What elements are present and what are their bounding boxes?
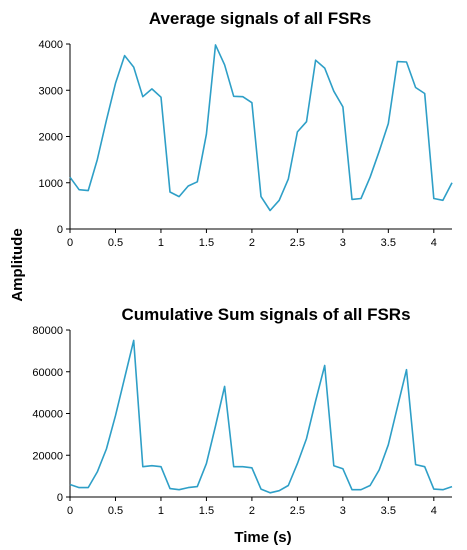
y-tick-label: 3000 <box>39 85 63 97</box>
y-tick-label: 4000 <box>39 39 63 51</box>
x-axis-label: Time (s) <box>234 529 291 546</box>
axes <box>69 330 452 498</box>
y-tick-label: 20000 <box>32 450 63 462</box>
x-tick-label: 3 <box>340 237 346 249</box>
ticks: 0 20000 40000 60000 80000 0 0.5 1 1.5 2 2.5 3 3.5 4 <box>32 325 436 517</box>
x-tick-label: 3 <box>340 505 346 517</box>
x-tick-label: 2 <box>249 237 255 249</box>
chart-cumulative-sum: Cumulative Sum signals of all FSRs 0 2000… <box>32 305 453 546</box>
x-tick-label: 2.5 <box>290 237 305 249</box>
x-tick-label: 0.5 <box>108 237 123 249</box>
x-tick-label: 3.5 <box>381 505 396 517</box>
y-tick-label: 2000 <box>39 132 63 144</box>
shared-y-axis-label: Amplitude <box>9 228 26 301</box>
y-tick-label: 1000 <box>39 178 63 190</box>
x-tick-label: 1 <box>158 237 164 249</box>
x-tick-label: 1.5 <box>199 505 214 517</box>
x-tick-label: 4 <box>431 505 437 517</box>
series-line <box>69 339 453 494</box>
x-tick-label: 1.5 <box>199 237 214 249</box>
series-group <box>69 44 453 212</box>
y-tick-label: 0 <box>57 224 63 236</box>
x-tick-label: 0 <box>67 505 73 517</box>
chart-title: Average signals of all FSRs <box>149 9 371 28</box>
series-group <box>69 339 453 494</box>
x-tick-label: 0 <box>67 237 73 249</box>
x-tick-label: 4 <box>431 237 437 249</box>
y-tick-label: 0 <box>57 492 63 504</box>
x-tick-label: 3.5 <box>381 237 396 249</box>
x-tick-label: 2.5 <box>290 505 305 517</box>
series-line <box>69 44 453 212</box>
y-tick-label: 60000 <box>32 367 63 379</box>
y-tick-label: 40000 <box>32 409 63 421</box>
chart-title: Cumulative Sum signals of all FSRs <box>121 305 410 324</box>
y-tick-label: 80000 <box>32 325 63 337</box>
ticks: 0 1000 2000 3000 4000 0 0.5 1 1.5 2 2.5 3 3.5 4 <box>39 39 437 249</box>
axes <box>69 44 452 230</box>
x-tick-label: 1 <box>158 505 164 517</box>
x-tick-label: 2 <box>249 505 255 517</box>
x-tick-label: 0.5 <box>108 505 123 517</box>
chart-average-signals: Average signals of all FSRs 010002000300… <box>39 9 453 249</box>
